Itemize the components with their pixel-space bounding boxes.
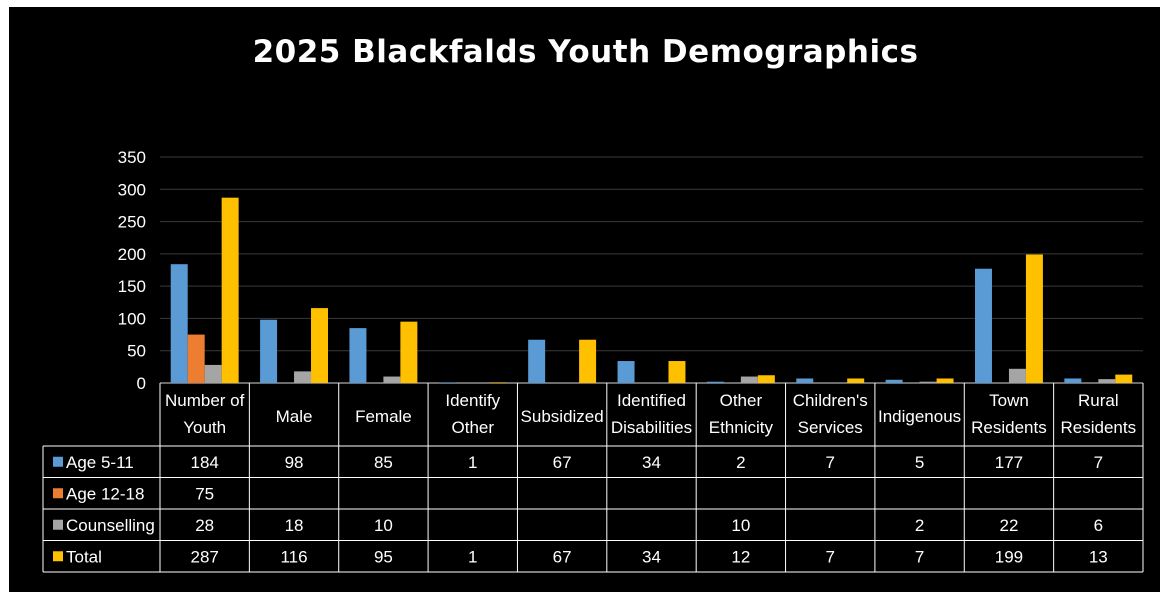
y-tick-label: 100 bbox=[118, 309, 146, 328]
bar-total-5 bbox=[668, 361, 686, 383]
data-label-counselling: 18 bbox=[285, 516, 304, 535]
category-label: Indigenous bbox=[878, 407, 961, 426]
y-tick-label: 150 bbox=[118, 277, 146, 296]
category-label: Male bbox=[276, 407, 313, 426]
data-label-age-12-18: 75 bbox=[195, 484, 214, 503]
data-label-total: 116 bbox=[280, 547, 307, 566]
bar-total-9 bbox=[1025, 254, 1043, 383]
bar-total-0 bbox=[221, 197, 239, 383]
data-label-total: 199 bbox=[995, 547, 1023, 566]
bar-total-3 bbox=[489, 382, 507, 383]
bar-counselling-8 bbox=[919, 381, 937, 383]
bar-total-2 bbox=[400, 321, 418, 383]
data-label-age-5-11: 34 bbox=[642, 453, 661, 472]
data-label-age-5-11: 7 bbox=[825, 453, 834, 472]
bar-age-5-11-0 bbox=[170, 264, 188, 383]
bar-age-5-11-4 bbox=[528, 339, 546, 383]
data-label-total: 13 bbox=[1089, 547, 1108, 566]
data-label-age-5-11: 67 bbox=[553, 453, 572, 472]
category-label: Number of Youth bbox=[165, 391, 245, 437]
category-label: Town Residents bbox=[971, 391, 1047, 437]
bar-counselling-10 bbox=[1098, 379, 1116, 383]
data-label-age-5-11: 184 bbox=[190, 453, 218, 472]
bar-age-5-11-9 bbox=[974, 268, 992, 383]
data-label-age-5-11: 1 bbox=[468, 453, 477, 472]
gridlines bbox=[160, 156, 1143, 352]
bar-total-6 bbox=[757, 375, 775, 383]
bar-total-8 bbox=[936, 378, 954, 383]
data-label-counselling: 22 bbox=[999, 516, 1018, 535]
bars bbox=[170, 197, 1133, 383]
bar-age-5-11-1 bbox=[260, 319, 278, 383]
legend-label-counselling: Counselling bbox=[66, 516, 155, 535]
data-label-counselling: 28 bbox=[195, 516, 214, 535]
bar-counselling-6 bbox=[740, 376, 758, 383]
data-label-total: 95 bbox=[374, 547, 393, 566]
data-label-total: 12 bbox=[731, 547, 750, 566]
y-tick-label: 50 bbox=[127, 342, 146, 361]
data-label-counselling: 10 bbox=[731, 516, 750, 535]
bar-counselling-1 bbox=[294, 371, 312, 383]
chart-background bbox=[9, 7, 1160, 592]
y-tick-label: 350 bbox=[118, 148, 146, 167]
data-label-age-5-11: 7 bbox=[1094, 453, 1103, 472]
bar-age-5-11-2 bbox=[349, 328, 367, 383]
bar-total-7 bbox=[847, 378, 865, 383]
bar-age-5-11-3 bbox=[438, 382, 456, 383]
data-label-total: 67 bbox=[553, 547, 572, 566]
bar-age-5-11-7 bbox=[796, 378, 814, 383]
legend-label-total: Total bbox=[66, 547, 102, 566]
bar-age-5-11-10 bbox=[1064, 378, 1082, 383]
y-tick-label: 250 bbox=[118, 213, 146, 232]
y-axis: 0 50 100 150 200 250 300 350 bbox=[118, 148, 1143, 393]
data-label-total: 7 bbox=[915, 547, 924, 566]
category-label: Other Ethnicity bbox=[709, 391, 774, 437]
data-label-age-5-11: 177 bbox=[995, 453, 1023, 472]
bar-counselling-2 bbox=[383, 376, 401, 383]
category-label: Children's Services bbox=[793, 391, 868, 437]
legend-label-age-12-18: Age 12-18 bbox=[66, 484, 144, 503]
data-label-counselling: 2 bbox=[915, 516, 924, 535]
bar-counselling-9 bbox=[1008, 368, 1026, 383]
data-label-counselling: 10 bbox=[374, 516, 393, 535]
category-label: Female bbox=[355, 407, 412, 426]
bar-age-5-11-6 bbox=[706, 381, 724, 383]
legend-key-total bbox=[53, 551, 63, 562]
category-label: Rural Residents bbox=[1061, 391, 1137, 437]
bar-age-5-11-5 bbox=[617, 361, 635, 383]
bar-age-5-11-8 bbox=[885, 379, 903, 383]
category-label: Identified Disabilities bbox=[611, 391, 692, 437]
bar-total-10 bbox=[1115, 374, 1133, 383]
data-label-age-5-11: 98 bbox=[285, 453, 304, 472]
legend-label-age-5-11: Age 5-11 bbox=[66, 453, 134, 472]
data-label-total: 287 bbox=[190, 547, 218, 566]
y-tick-label: 300 bbox=[118, 180, 146, 199]
bar-counselling-0 bbox=[204, 364, 222, 383]
legend-key-counselling bbox=[53, 519, 63, 530]
y-tick-label: 200 bbox=[118, 245, 146, 264]
category-label: Identify Other bbox=[445, 391, 500, 437]
data-label-age-5-11: 85 bbox=[374, 453, 393, 472]
legend-key-age-5-11 bbox=[53, 456, 63, 467]
data-table: Number of Youth Male Female Identify Other Sub… bbox=[42, 383, 1144, 573]
chart-title: 2025 Blackfalds Youth Demographics bbox=[252, 34, 919, 70]
bar-total-1 bbox=[311, 308, 329, 383]
data-label-counselling: 6 bbox=[1094, 516, 1103, 535]
data-label-age-5-11: 2 bbox=[736, 453, 745, 472]
bar-age-12-18-0 bbox=[187, 334, 205, 383]
category-label: Subsidized bbox=[521, 407, 604, 426]
data-label-total: 34 bbox=[642, 547, 661, 566]
legend-key-age-12-18 bbox=[53, 488, 63, 499]
bar-total-4 bbox=[579, 339, 597, 383]
y-tick-label: 0 bbox=[137, 374, 146, 393]
data-label-total: 1 bbox=[468, 547, 477, 566]
data-label-total: 7 bbox=[825, 547, 834, 566]
data-label-age-5-11: 5 bbox=[915, 453, 924, 472]
